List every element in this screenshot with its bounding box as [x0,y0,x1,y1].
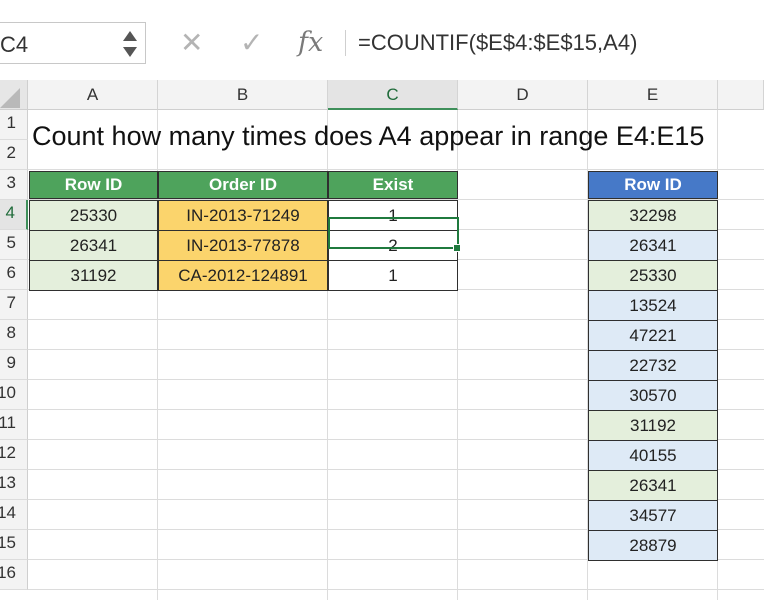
lookup-cell[interactable]: 32298 [588,200,718,231]
lookup-cell[interactable]: 25330 [588,260,718,291]
row-header-11[interactable]: 11 [0,410,28,440]
lookup-cell[interactable]: 22732 [588,350,718,381]
grid-line-horizontal [28,409,764,410]
grid-line-horizontal [28,169,764,170]
row-header-13[interactable]: 13 [0,470,28,500]
table-cell-exist[interactable]: 2 [328,230,458,261]
grid-line-horizontal [28,499,764,500]
row-number: 8 [6,323,16,342]
column-header-c[interactable]: C [328,80,458,110]
lookup-cell[interactable]: 13524 [588,290,718,321]
row-number: 15 [0,533,16,552]
grid-line-horizontal [28,589,764,590]
row-number: 9 [6,353,16,372]
lookup-cell[interactable]: 26341 [588,470,718,501]
row-header-12[interactable]: 12 [0,440,28,470]
column-header-a[interactable]: A [28,80,158,110]
column-header-d[interactable]: D [458,80,588,110]
lookup-cell[interactable]: 40155 [588,440,718,471]
select-all-icon[interactable] [0,80,28,110]
row-number: 2 [6,143,16,162]
fx-icon[interactable]: fx [298,27,324,58]
column-header-b[interactable]: B [158,80,328,110]
column-header-next[interactable] [718,80,764,110]
grid-line-horizontal [28,349,764,350]
table-header-exist[interactable]: Exist [328,171,458,199]
row-number: 7 [6,293,16,312]
table-cell-row-id[interactable]: 26341 [29,230,158,261]
grid-line-horizontal [28,559,764,560]
row-number: 16 [0,563,16,582]
row-number: 1 [6,113,16,132]
formula-bar-divider [345,30,346,56]
grid-line-vertical [587,110,588,600]
row-header-9[interactable]: 9 [0,350,28,380]
row-header-16[interactable]: 16 [0,560,28,590]
formula-input[interactable]: =COUNTIF($E$4:$E$15,A4) [358,30,638,55]
grid-line-vertical [457,110,458,600]
cancel-icon[interactable]: ✕ [180,27,204,58]
row-number: 4 [5,203,15,222]
table-cell-order-id[interactable]: CA-2012-124891 [158,260,328,291]
row-header-15[interactable]: 15 [0,530,28,560]
lookup-cell[interactable]: 34577 [588,500,718,531]
fill-handle[interactable] [453,244,461,252]
row-header-6[interactable]: 6 [0,260,28,290]
lookup-header[interactable]: Row ID [588,171,718,199]
grid-line-vertical [157,110,158,600]
lookup-cell[interactable]: 30570 [588,380,718,411]
name-box-value: C4 [0,32,29,57]
row-header-10[interactable]: 10 [0,380,28,410]
grid-line-horizontal [28,379,764,380]
table-cell-order-id[interactable]: IN-2013-77878 [158,230,328,261]
lookup-cell[interactable]: 26341 [588,230,718,261]
table-cell-order-id[interactable]: IN-2013-71249 [158,200,328,231]
row-number: 12 [0,443,16,462]
row-header-14[interactable]: 14 [0,500,28,530]
table-cell-row-id[interactable]: 31192 [29,260,158,291]
row-number: 5 [6,233,16,252]
row-number: 6 [6,263,16,282]
row-header-8[interactable]: 8 [0,320,28,350]
row-number: 13 [0,473,16,492]
grid-line-horizontal [28,319,764,320]
row-header-2[interactable]: 2 [0,140,28,170]
row-header-5[interactable]: 5 [0,230,28,260]
grid-line-horizontal [28,469,764,470]
row-number: 3 [6,173,16,192]
enter-icon[interactable]: ✓ [240,27,264,58]
name-box[interactable]: C4 [0,22,146,64]
lookup-cell[interactable]: 28879 [588,530,718,561]
table-cell-exist[interactable]: 1 [328,260,458,291]
grid-line-horizontal [28,529,764,530]
formula-bar: C4 ✕ ✓ fx =COUNTIF($E$4:$E$15,A4) [0,0,764,74]
name-box-arrows-icon[interactable] [122,29,138,59]
table-cell-exist[interactable]: 1 [328,200,458,231]
row-header-3[interactable]: 3 [0,170,28,200]
row-header-1[interactable]: 1 [0,110,28,140]
grid-line-horizontal [28,199,764,200]
table-cell-row-id[interactable]: 25330 [29,200,158,231]
lookup-cell[interactable]: 47221 [588,320,718,351]
row-number: 14 [0,503,16,522]
grid-line-vertical [327,110,328,600]
table-header-row-id[interactable]: Row ID [29,171,158,199]
table-header-order-id[interactable]: Order ID [158,171,328,199]
row-header-7[interactable]: 7 [0,290,28,320]
grid-line-horizontal [28,439,764,440]
row-number: 11 [0,413,16,432]
row-number: 10 [0,383,16,402]
sheet-title-cell[interactable]: Count how many times does A4 appear in r… [32,121,705,151]
row-header-4[interactable]: 4 [0,200,28,230]
lookup-cell[interactable]: 31192 [588,410,718,441]
column-header-e[interactable]: E [588,80,718,110]
